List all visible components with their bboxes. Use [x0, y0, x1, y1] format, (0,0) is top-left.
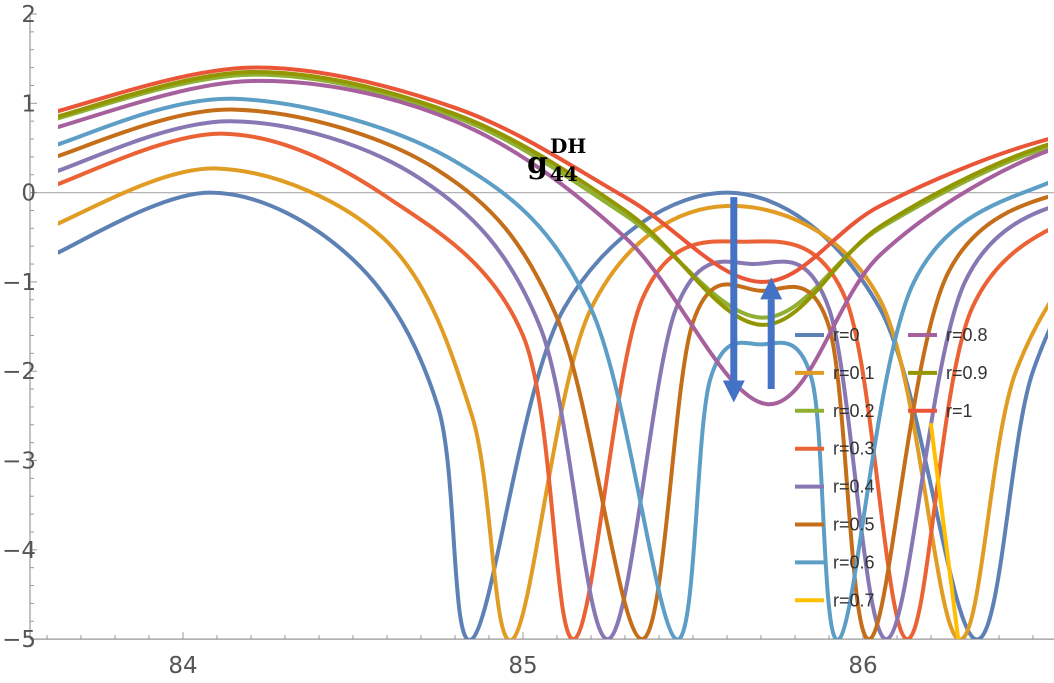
- legend-label: r=0.4: [833, 477, 875, 497]
- legend-label: r=0.6: [833, 552, 875, 572]
- legend-label: r=0.8: [946, 325, 988, 345]
- y-tick-label: 2: [21, 2, 36, 28]
- legend-entry: r=0: [795, 325, 860, 345]
- legend-entry: r=0.1: [795, 363, 875, 383]
- legend-label: r=1: [946, 401, 973, 421]
- y-tick-label: −3: [2, 449, 36, 475]
- legend-entry: r=0.7: [795, 590, 875, 610]
- legend-entry: r=0.5: [795, 515, 875, 535]
- legend-entry: r=1: [908, 401, 973, 421]
- arrow-head: [760, 277, 783, 300]
- arrow-up: [760, 277, 783, 390]
- x-tick-label: 86: [848, 653, 877, 679]
- series-line-r-0-4: [58, 119, 1048, 639]
- series-line-r-0-7: [929, 422, 961, 639]
- series-line-r-0: [58, 190, 1048, 639]
- y-tick-label: −4: [2, 538, 36, 564]
- legend-label: r=0: [833, 325, 860, 345]
- legend-label: r=0.3: [833, 439, 875, 459]
- legend-entry: r=0.4: [795, 477, 875, 497]
- legend-entry: r=0.3: [795, 439, 875, 459]
- series-line-r-0-1: [58, 166, 1048, 639]
- series-line-r-0-5: [58, 107, 1048, 639]
- annotation-subscript: 44: [550, 162, 578, 186]
- annotation-base: g: [527, 146, 548, 181]
- series-line-r-0-9: [58, 69, 1048, 327]
- legend-label: r=0.9: [946, 363, 988, 383]
- series-line-r-1: [58, 65, 1048, 284]
- annotation: g DH 44: [527, 134, 586, 186]
- legend-entry: r=0.8: [908, 325, 988, 345]
- legend-label: r=0.7: [833, 590, 875, 610]
- arrow-head: [722, 380, 745, 403]
- legend: r=0 r=0.1 r=0.2 r=0.3 r=0.4 r=0.5 r=0.6 r=0.7 r=…: [795, 325, 988, 610]
- y-tick-label: 0: [21, 181, 36, 207]
- series-line-r-0-2: [58, 72, 1048, 320]
- series-layer: [58, 65, 1048, 639]
- series-line-r-0-6: [58, 96, 1048, 639]
- legend-label: r=0.2: [833, 401, 875, 421]
- y-tick-label: −1: [2, 270, 36, 296]
- arrows-layer: [722, 197, 783, 403]
- y-tick-label: −2: [2, 359, 36, 385]
- legend-label: r=0.1: [833, 363, 875, 383]
- arrow-down: [722, 197, 745, 403]
- series-line-r-0-3: [58, 131, 1048, 639]
- x-tick-label: 85: [508, 653, 537, 679]
- y-tick-label: −5: [2, 627, 36, 653]
- legend-entry: r=0.9: [908, 363, 988, 383]
- legend-entry: r=0.2: [795, 401, 875, 421]
- annotation-superscript: DH: [550, 134, 586, 158]
- legend-entry: r=0.6: [795, 552, 875, 572]
- x-tick-label: 84: [168, 653, 197, 679]
- y-tick-label: 1: [21, 91, 36, 117]
- legend-label: r=0.5: [833, 515, 875, 535]
- series-line-r-0-8: [58, 78, 1048, 407]
